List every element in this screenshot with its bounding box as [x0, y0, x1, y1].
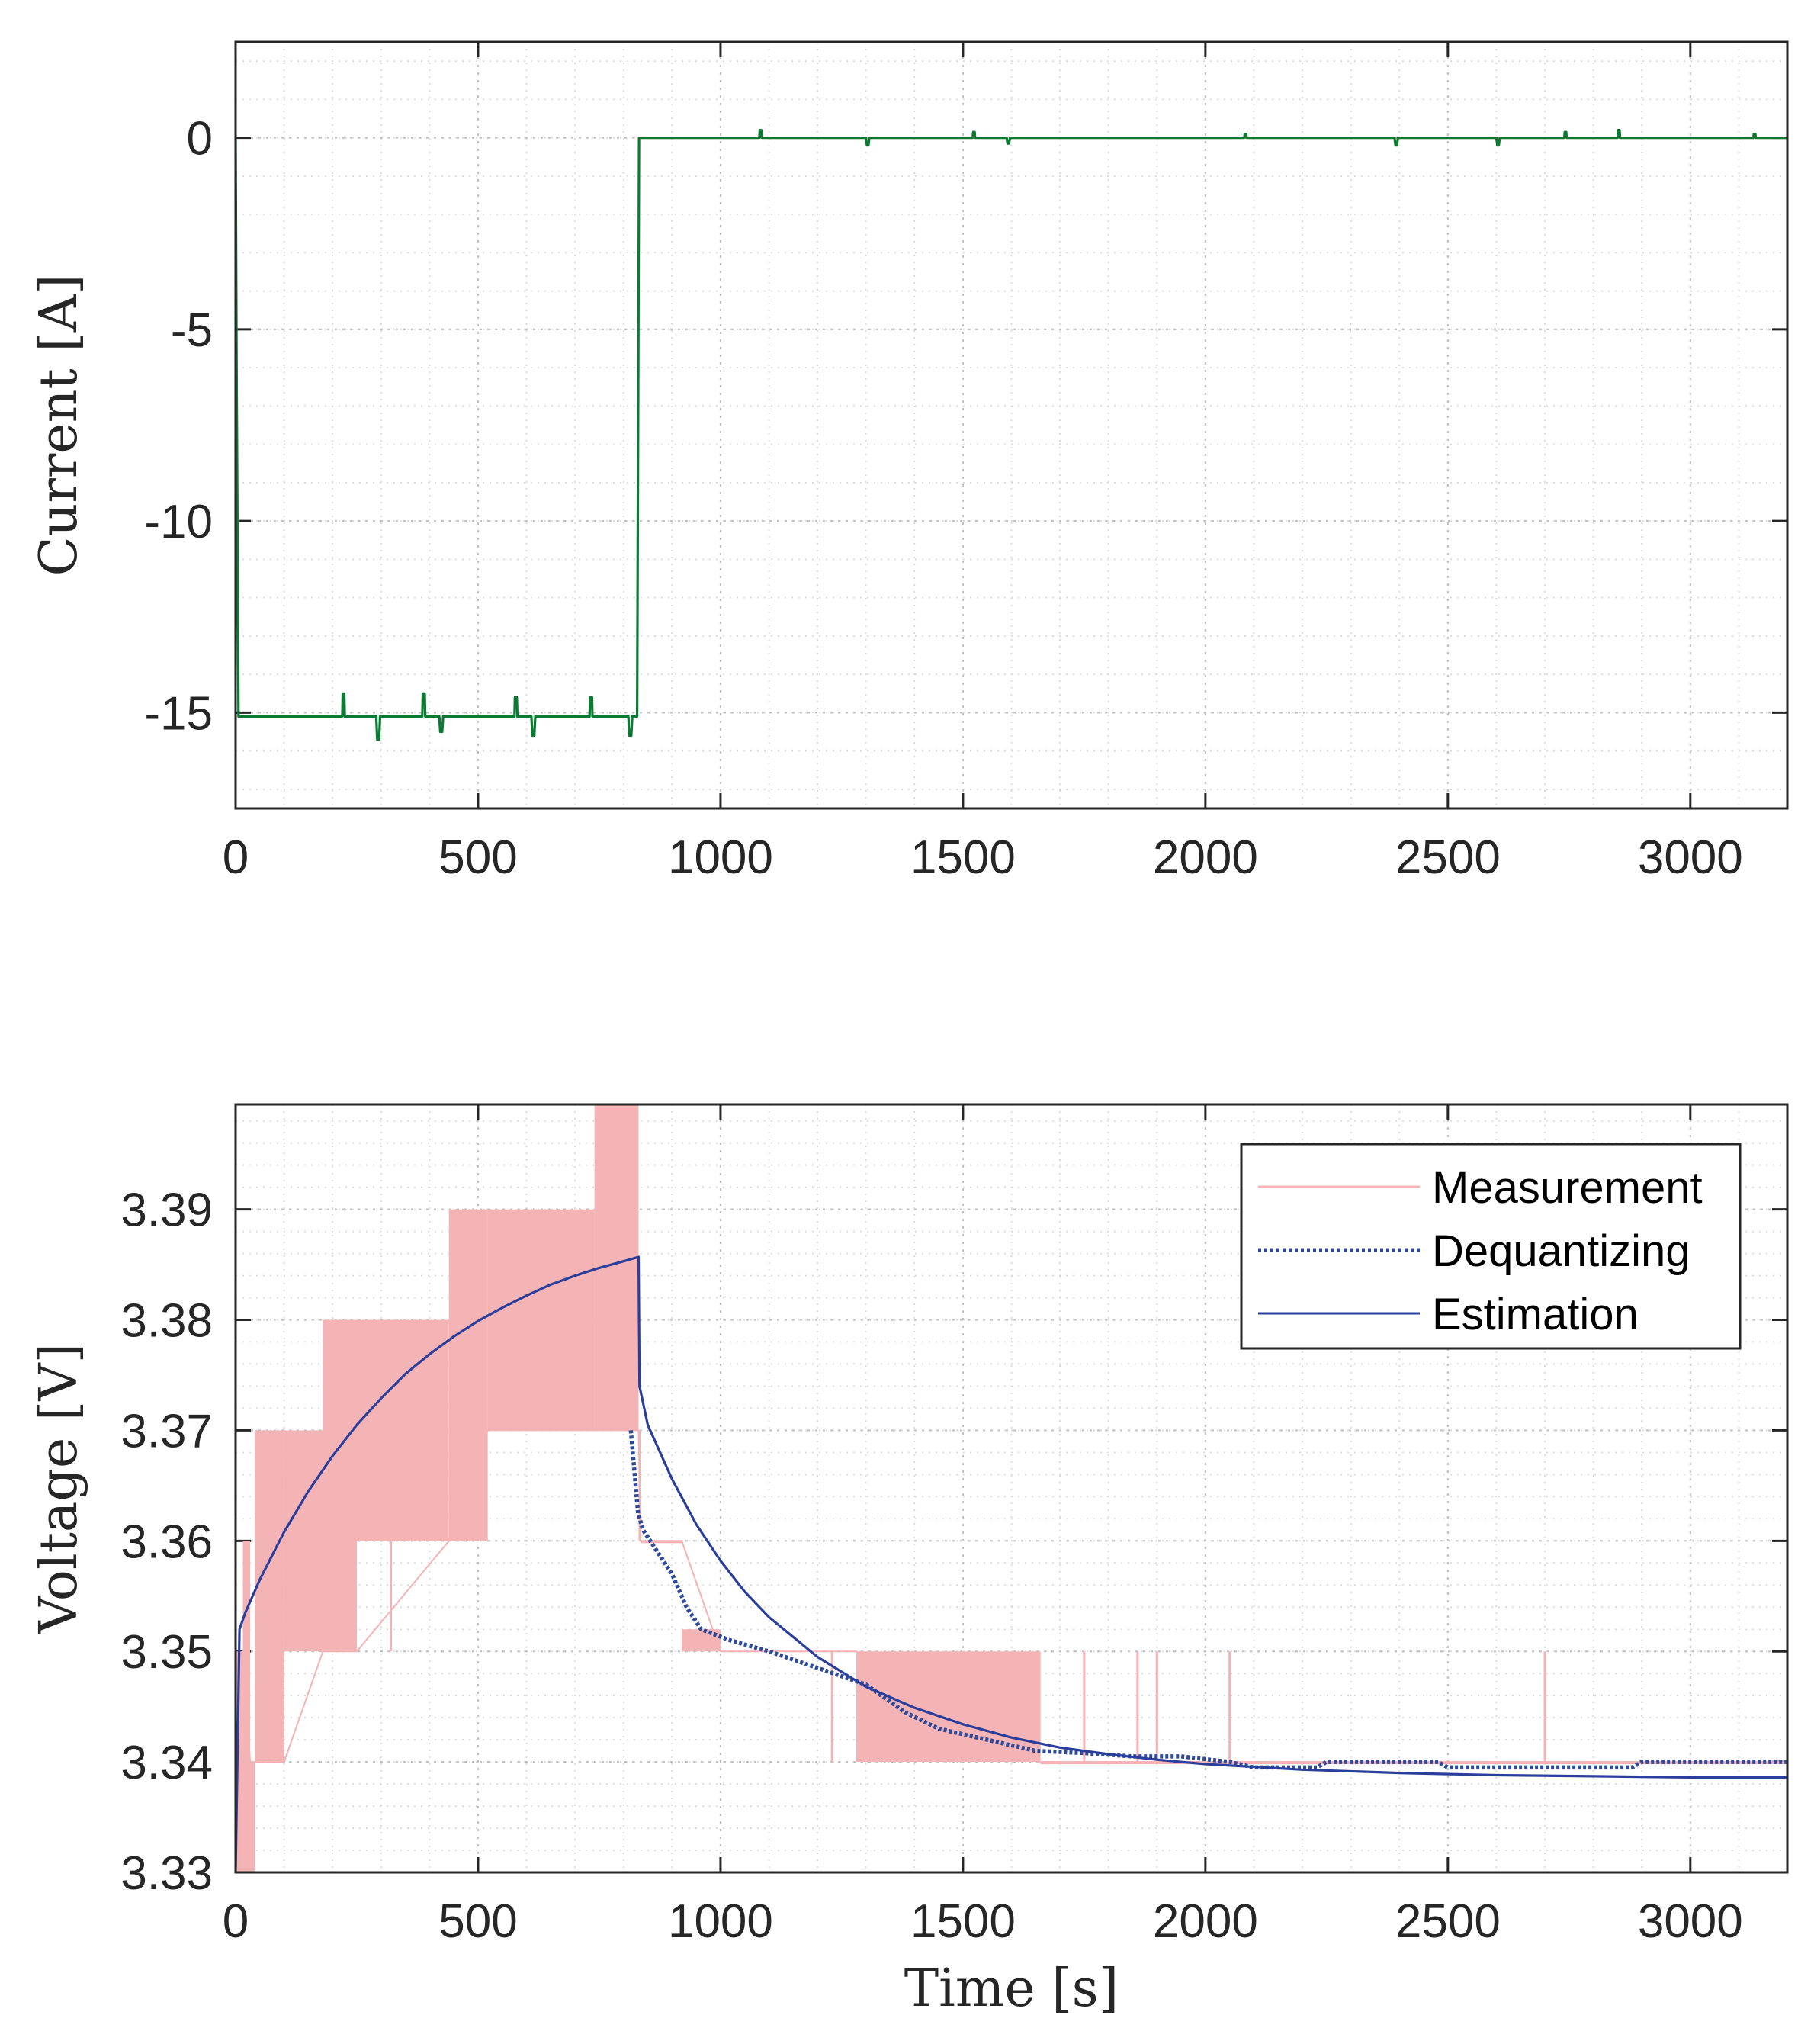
x-tick-label: 1500 [910, 831, 1016, 884]
y-tick-label: -5 [171, 304, 213, 357]
measurement-band [356, 1319, 449, 1541]
x-tick-label: 1500 [910, 1895, 1016, 1948]
x-tick-label: 1000 [668, 1895, 773, 1948]
plot-area [236, 129, 1787, 741]
x-tick-label: 500 [438, 1895, 517, 1948]
legend-measurement-label: Measurement [1432, 1163, 1703, 1213]
x-tick-label: 3000 [1638, 831, 1743, 884]
legend: Measurement Dequantizing Estimation [1240, 1143, 1742, 1350]
voltage-axes: 0 500 1000 1500 2000 2500 3000 3.33 3.34 3.35 3.36… [29, 1103, 1789, 2019]
time-x-axis-label: Time [s] [904, 1959, 1119, 2019]
y-tick-label: 3.37 [120, 1405, 213, 1457]
x-tick-label: 2500 [1395, 831, 1501, 884]
current-axes: 0 500 1000 1500 2000 2500 3000 0 -5 -10 -15 Curren… [29, 40, 1789, 884]
voltage-axes-frame [234, 1103, 1789, 1874]
x-tick-label: 0 [223, 1895, 249, 1948]
current-series [236, 129, 1787, 741]
current-y-axis-label: Current [A] [29, 275, 89, 577]
x-tick-label: 2000 [1153, 831, 1258, 884]
voltage-y-axis-label: Voltage [V] [29, 1343, 89, 1634]
y-tick-label: 3.38 [120, 1295, 213, 1348]
x-tick-label: 0 [223, 831, 249, 884]
current-axes-frame [234, 40, 1789, 810]
x-tick-label: 500 [438, 831, 517, 884]
estimation-line [236, 1255, 1787, 1872]
y-tick-label: 0 [187, 113, 213, 166]
voltage-series [236, 1104, 1787, 1872]
legend-dequantizing-label: Dequantizing [1432, 1226, 1690, 1276]
x-tick-label: 2000 [1153, 1895, 1258, 1948]
current-ticks: 0 500 1000 1500 2000 2500 3000 0 -5 -10 -15 [144, 42, 1787, 884]
plot-area [236, 1104, 1787, 1872]
y-tick-label: 3.33 [120, 1847, 213, 1900]
measurement-band [448, 1209, 488, 1541]
y-tick-label: -15 [144, 687, 213, 740]
measurement-band [323, 1319, 357, 1652]
y-tick-label: 3.36 [120, 1515, 213, 1568]
series-0-line [236, 129, 1787, 741]
legend-estimation-label: Estimation [1432, 1290, 1639, 1339]
measurement-line [236, 1429, 1787, 1872]
y-tick-label: 3.39 [120, 1184, 213, 1237]
dequantizing-line [628, 1430, 1787, 1770]
measurement-band [255, 1430, 284, 1763]
measurement-band [641, 1541, 682, 1544]
x-tick-label: 2500 [1395, 1895, 1501, 1948]
x-tick-label: 3000 [1638, 1895, 1743, 1948]
y-tick-label: -10 [144, 496, 213, 548]
measurement-band [487, 1209, 527, 1431]
measurement-band [250, 1762, 255, 1872]
y-tick-label: 3.35 [120, 1626, 213, 1679]
x-tick-label: 1000 [668, 831, 773, 884]
measurement-band [526, 1209, 595, 1431]
y-tick-label: 3.34 [120, 1737, 213, 1789]
measurement-band [284, 1430, 323, 1652]
